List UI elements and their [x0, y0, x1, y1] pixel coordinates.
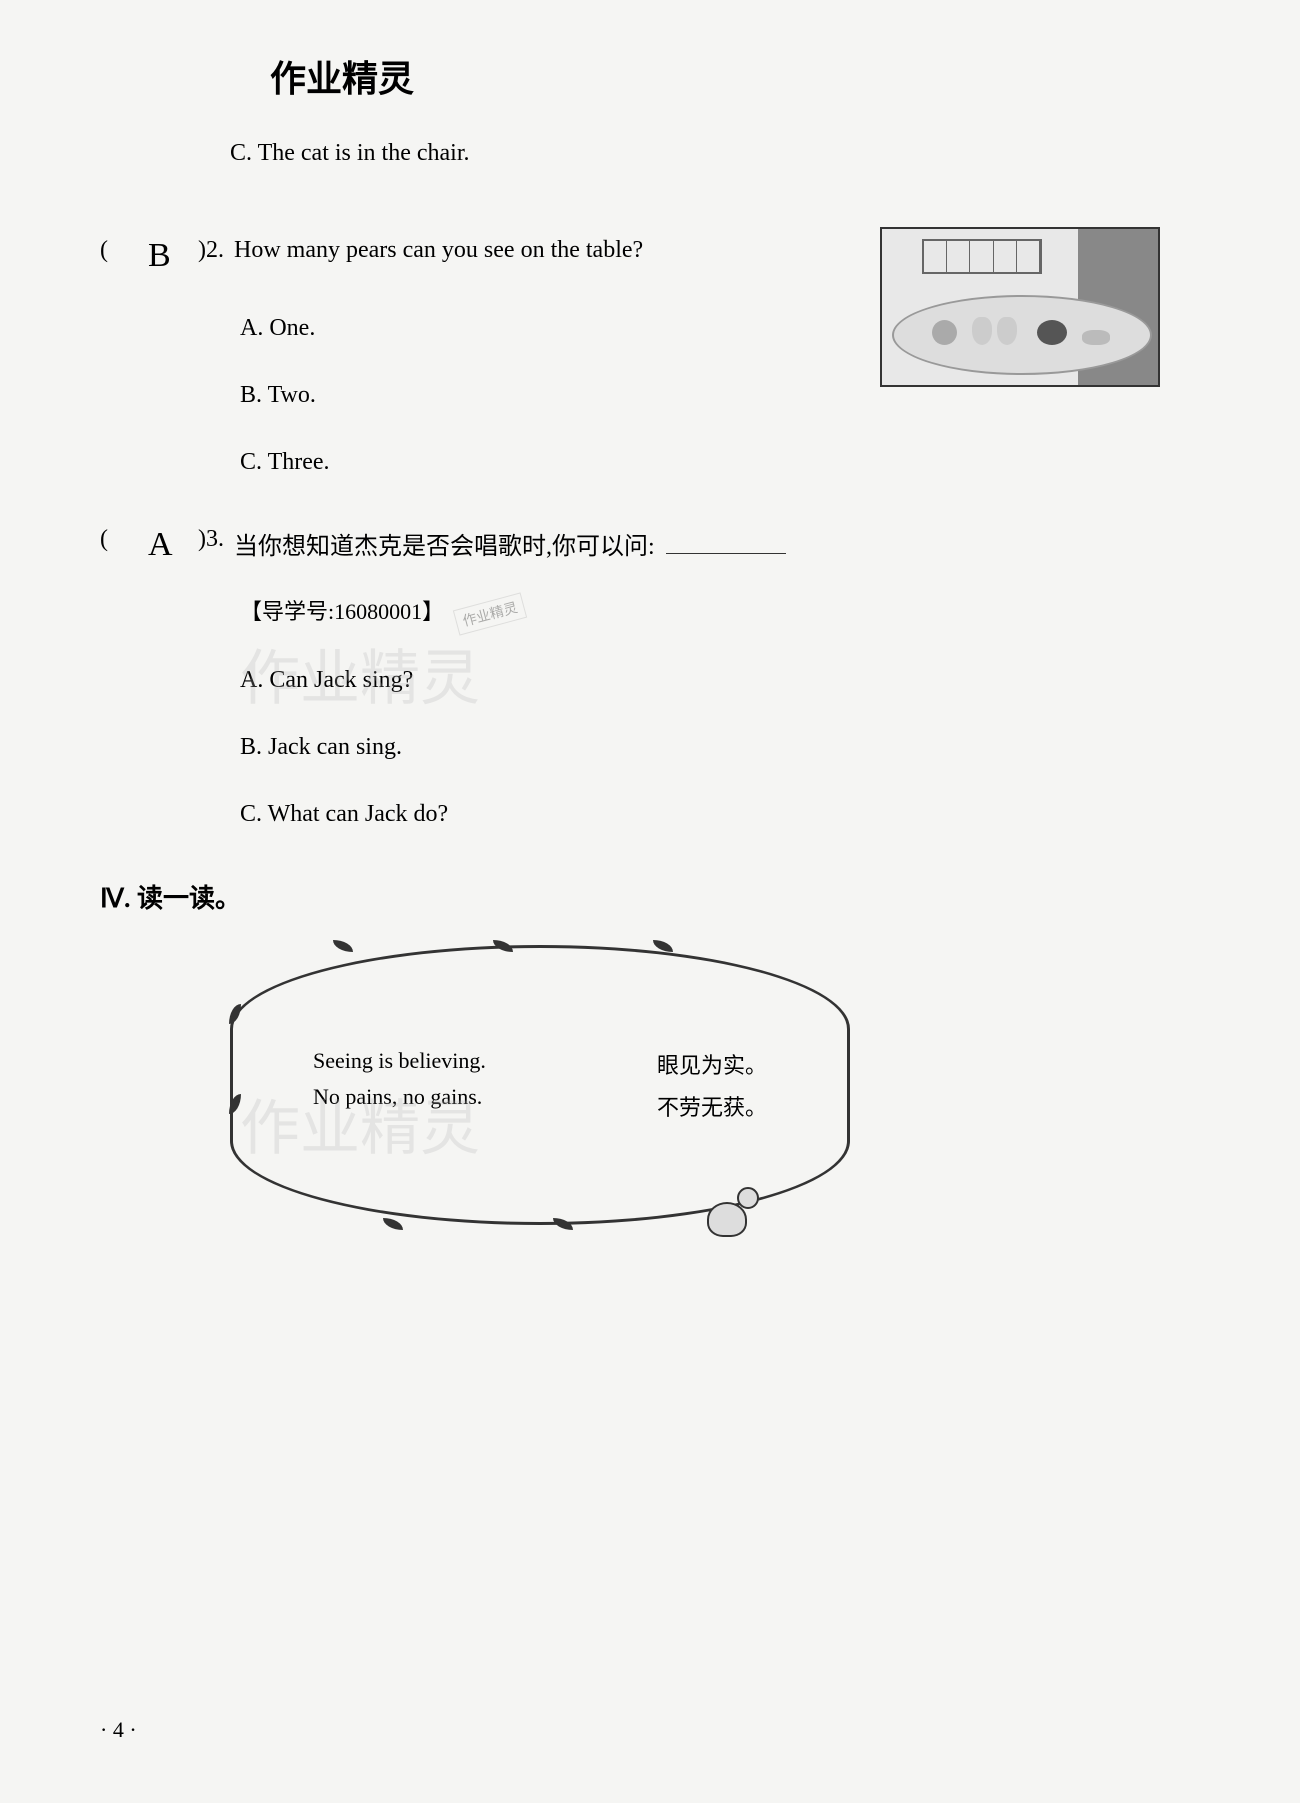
reading-english-column: Seeing is believing. No pains, no gains. [313, 1048, 486, 1122]
reading-box: Seeing is believing. No pains, no gains.… [230, 945, 850, 1225]
leaf-decoration [333, 940, 353, 952]
question-2-option-c: C. Three. [240, 449, 1200, 476]
leaf-decoration [493, 940, 513, 952]
header-title: 作业精灵 [270, 50, 414, 102]
page-number: · 4 · [100, 1717, 137, 1743]
fruit-pear [972, 317, 992, 345]
bird-decoration [707, 1187, 767, 1237]
fruit-pear [997, 317, 1017, 345]
paren-open: ( [100, 526, 108, 553]
paren-open: ( [100, 237, 108, 264]
leaf-decoration [553, 1218, 573, 1230]
window-pane [994, 241, 1017, 272]
window-pane [924, 241, 947, 272]
window-shape [922, 239, 1042, 274]
question-2-number: 2. [206, 237, 224, 264]
blank-line [666, 553, 786, 554]
reading-chinese-column: 眼见为实。 不劳无获。 [657, 1048, 767, 1122]
question-2-image [880, 227, 1160, 387]
fruit-orange [932, 320, 957, 345]
reading-line2-cn: 不劳无获。 [657, 1090, 767, 1122]
reading-content: Seeing is believing. No pains, no gains.… [313, 1048, 767, 1122]
paren-close: ) [198, 237, 206, 264]
question-3-text-content: 当你想知道杰克是否会唱歌时,你可以问: [234, 534, 655, 560]
window-pane [1017, 241, 1040, 272]
table-shape [892, 295, 1152, 375]
guide-number-text: 【导学号:16080001】 [240, 599, 444, 624]
question-3-option-b: B. Jack can sing. [240, 734, 1200, 761]
question-3-text: 当你想知道杰克是否会唱歌时,你可以问: [234, 526, 1200, 561]
image-inner [882, 229, 1158, 385]
guide-number: 【导学号:16080001】 作业精灵 [240, 594, 1200, 627]
reading-line2-en: No pains, no gains. [313, 1084, 486, 1110]
bird-body [707, 1202, 747, 1237]
fruit-banana [1082, 330, 1110, 345]
question-3-answer: A [148, 526, 198, 564]
content-area: C. The cat is in the chair. ( B ) 2. How… [100, 140, 1200, 1225]
question-3-option-a: A. Can Jack sing? [240, 667, 1200, 694]
reading-line1-cn: 眼见为实。 [657, 1048, 767, 1080]
leaf-decoration [229, 1004, 241, 1024]
section-4-header: Ⅳ. 读一读。 [100, 878, 1200, 915]
fruit-grapes [1037, 320, 1067, 345]
previous-option-c: C. The cat is in the chair. [230, 140, 1200, 167]
watermark-stamp: 作业精灵 [452, 592, 526, 635]
question-3: ( A ) 3. 当你想知道杰克是否会唱歌时,你可以问: 【导学号:160800… [100, 526, 1200, 828]
leaf-decoration [653, 940, 673, 952]
bird-head [737, 1187, 759, 1209]
leaf-decoration [229, 1094, 241, 1114]
question-3-options: A. Can Jack sing? B. Jack can sing. C. W… [240, 667, 1200, 828]
question-3-line: ( A ) 3. 当你想知道杰克是否会唱歌时,你可以问: [100, 526, 1200, 564]
leaf-decoration [383, 1218, 403, 1230]
question-3-option-c: C. What can Jack do? [240, 801, 1200, 828]
question-3-number: 3. [206, 526, 224, 553]
window-pane [970, 241, 993, 272]
window-pane [947, 241, 970, 272]
question-2-answer: B [148, 237, 198, 275]
question-2: ( B ) 2. How many pears can you see on t… [100, 237, 1200, 476]
paren-close: ) [198, 526, 206, 553]
reading-line1-en: Seeing is believing. [313, 1048, 486, 1074]
